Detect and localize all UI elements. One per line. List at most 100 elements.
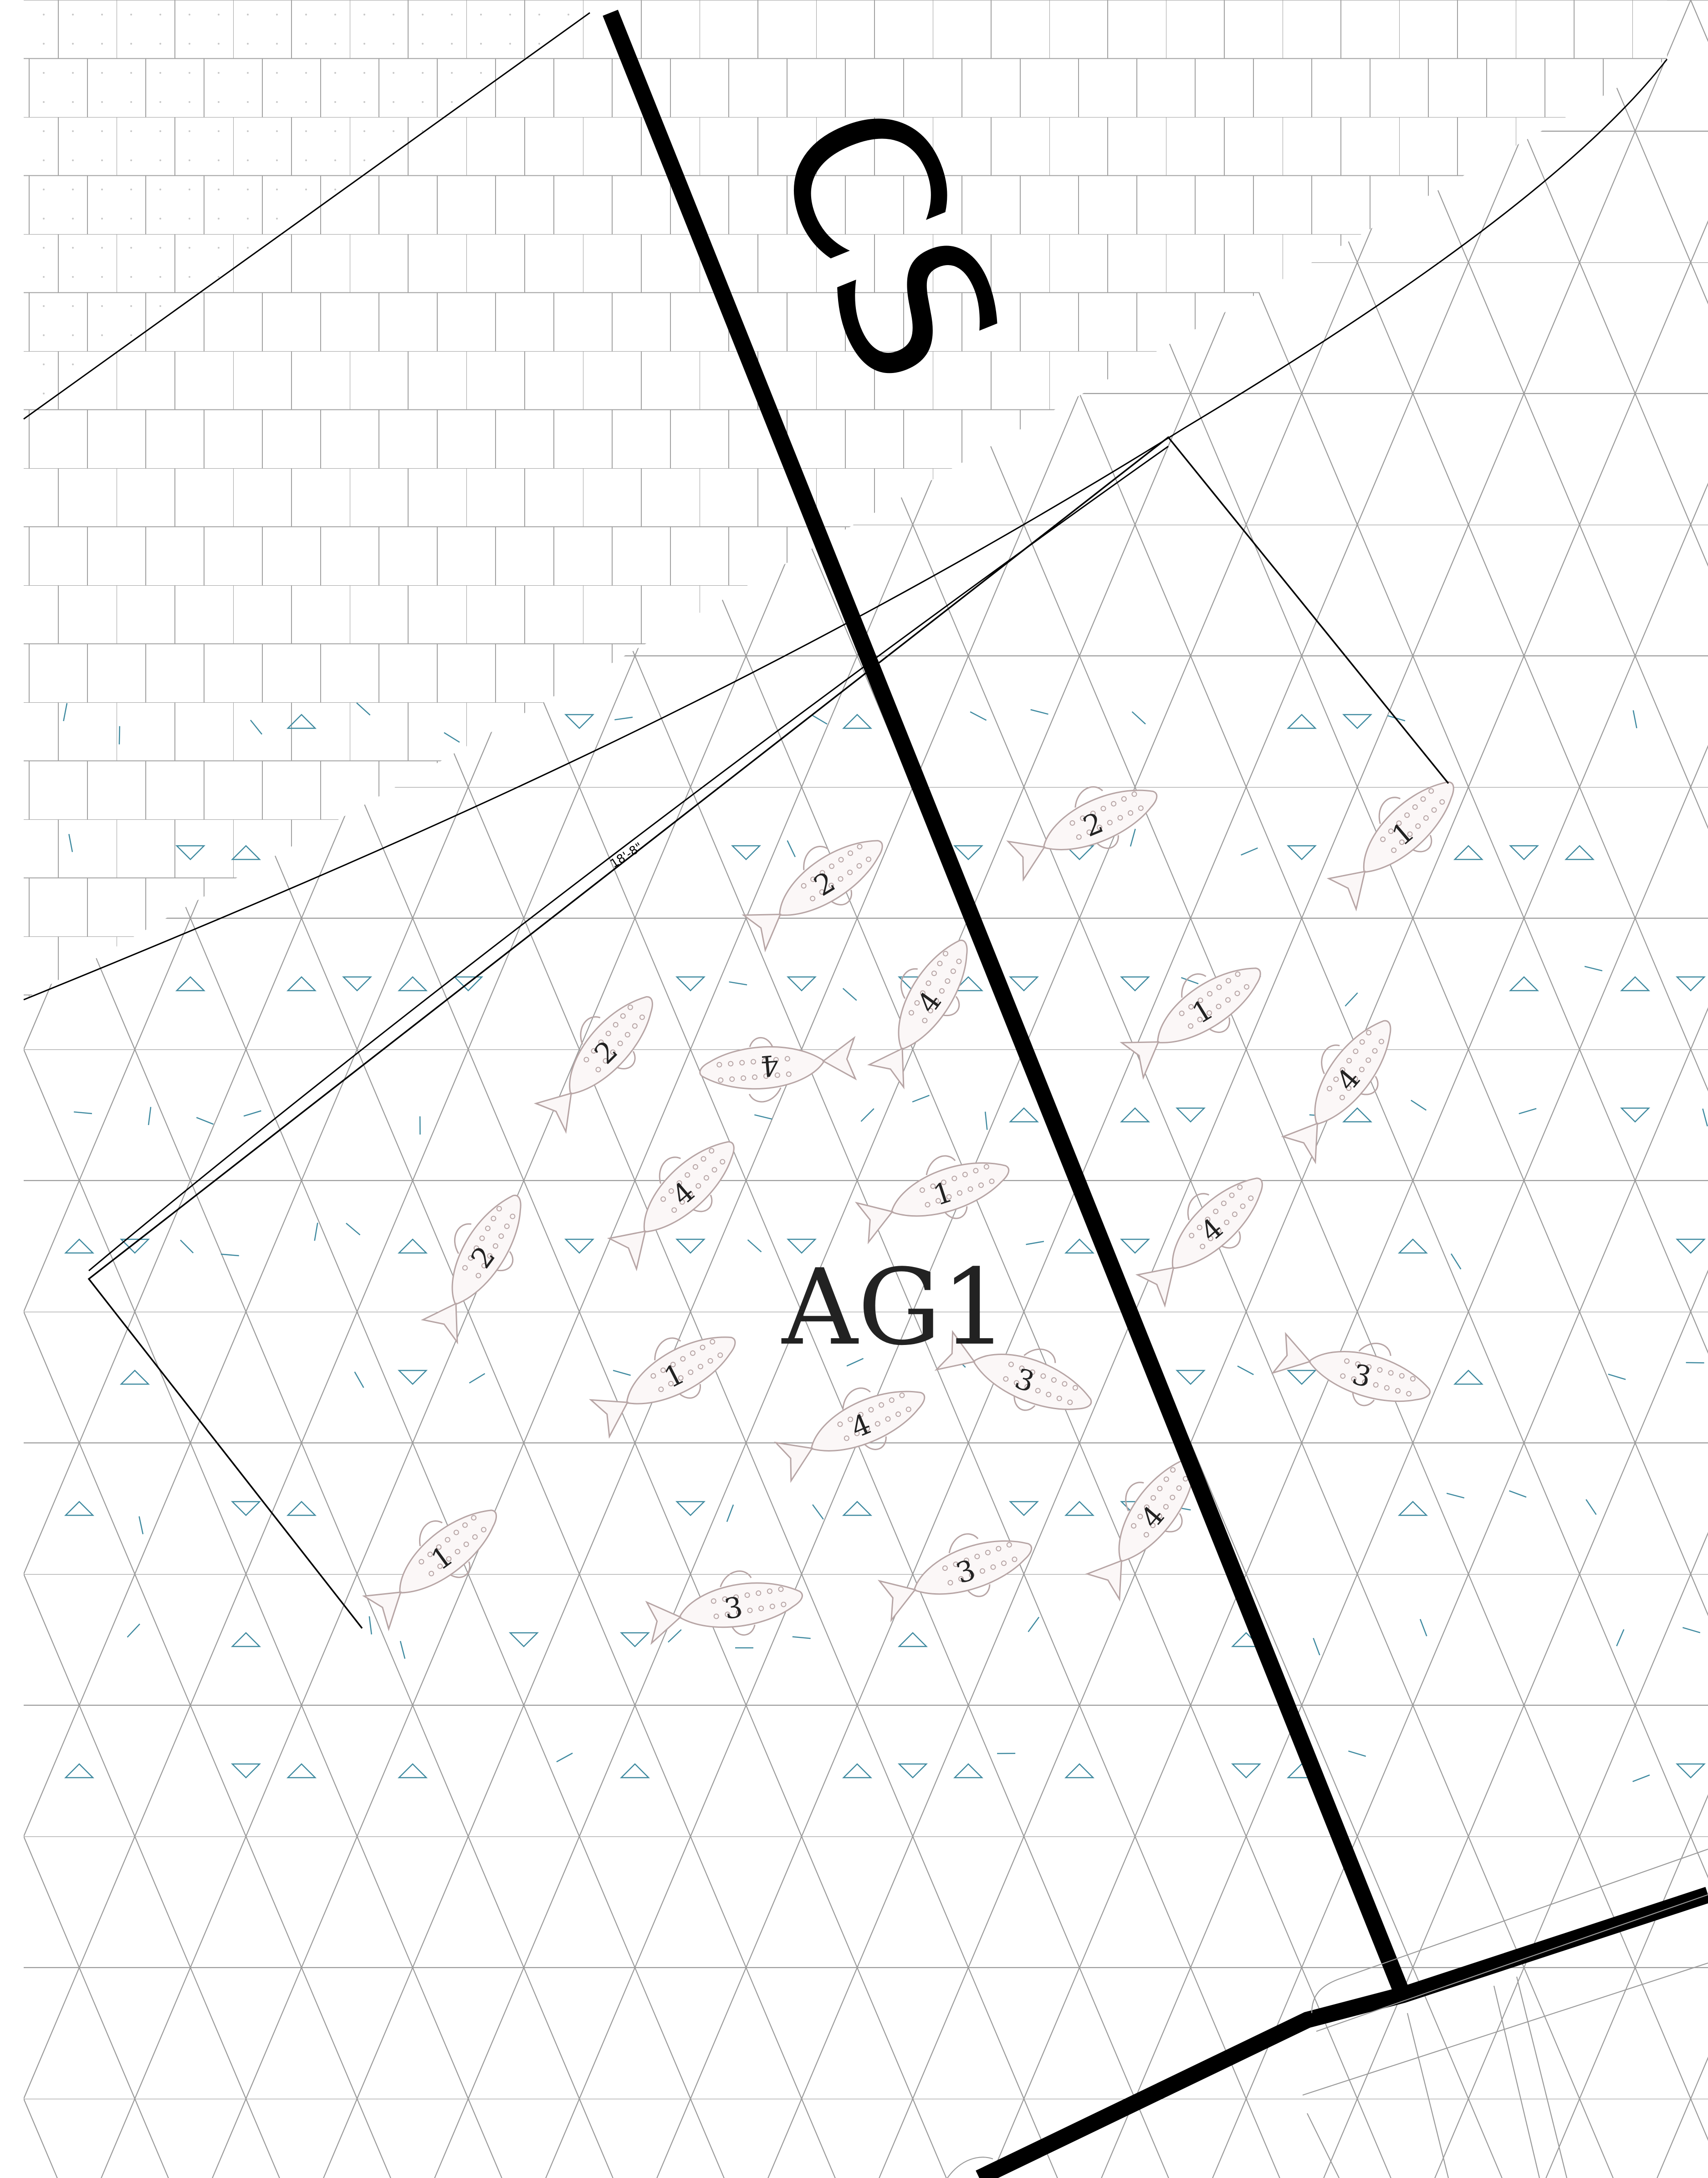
glass-dash-mark <box>63 703 68 721</box>
fish-scale <box>1366 1364 1372 1370</box>
area-label-ag1: AG1 <box>781 1247 1008 1369</box>
fish-scale <box>487 1253 493 1259</box>
fish-scale <box>751 1059 757 1065</box>
glass-triangle-mark <box>1675 1763 1706 1779</box>
fish-scale <box>1076 834 1082 840</box>
fish-scale <box>837 1421 843 1427</box>
fish-scale <box>1351 1376 1357 1382</box>
fish-figure <box>1281 1020 1391 1165</box>
fish-figure <box>589 1336 736 1439</box>
fish-tail <box>774 1442 813 1483</box>
fish-scale <box>703 1175 709 1181</box>
fish-figure <box>854 1155 1010 1245</box>
fish-scale <box>1353 1048 1359 1054</box>
fish-figure <box>607 1141 735 1272</box>
fish-fins <box>1125 1482 1183 1533</box>
fish-scale <box>498 1233 504 1239</box>
fish-scale <box>956 1190 962 1196</box>
fish-scale <box>752 1074 758 1080</box>
fish-fins <box>842 1387 887 1450</box>
main-lower-line <box>976 1887 1708 2178</box>
fish-scale <box>963 1557 969 1563</box>
glass-dash-mark <box>792 1636 811 1639</box>
fish-scale <box>504 1223 510 1229</box>
glass-dash-mark <box>1446 1493 1465 1499</box>
fish-scale <box>996 1546 1002 1552</box>
glass-triangle-mark <box>842 1763 873 1779</box>
fish-scale <box>1157 1486 1163 1492</box>
fish-body <box>1363 781 1454 873</box>
fish-figure <box>420 1195 522 1345</box>
fish-scale <box>1352 1076 1358 1082</box>
fish-tail <box>877 1580 916 1623</box>
fish-scale <box>931 971 937 977</box>
fish-scale <box>942 1565 948 1571</box>
fish-scale <box>1327 1086 1333 1092</box>
fish-tail <box>1006 840 1046 882</box>
fish-fins <box>1074 786 1119 849</box>
fish-scale <box>874 1421 880 1427</box>
fish-body <box>972 1354 1092 1410</box>
fish-scale <box>829 863 835 869</box>
fish-scale <box>1086 829 1092 835</box>
glass-triangle-mark <box>1286 1370 1317 1385</box>
fish-scale <box>1431 807 1437 813</box>
fish-body <box>399 1509 497 1594</box>
fish-scale <box>939 988 945 994</box>
glass-dash-mark <box>1616 1629 1625 1646</box>
fish-scale <box>1188 1023 1194 1029</box>
fish-scale <box>1205 1217 1211 1222</box>
fish-scale <box>857 844 863 849</box>
glass-dash-mark <box>74 1111 92 1115</box>
glass-triangle-mark <box>508 1632 539 1647</box>
fish-tail <box>362 1591 402 1631</box>
fish-scale <box>1340 1067 1345 1073</box>
fish-scale <box>1359 1067 1365 1073</box>
glass-triangle-mark <box>1620 976 1651 992</box>
fish-figure <box>1271 1332 1431 1406</box>
fish-tail <box>741 914 782 952</box>
fish-scale <box>1428 788 1434 794</box>
glass-dash-mark <box>1348 1750 1366 1757</box>
glass-dash-mark <box>1419 1619 1427 1636</box>
glass-triangle-mark <box>786 1238 817 1254</box>
fish-scale <box>462 1265 468 1271</box>
fish-scale <box>1224 1219 1230 1225</box>
fish-scale <box>725 1611 731 1617</box>
fish-scale <box>1373 1382 1379 1388</box>
fish-scale <box>1182 1476 1188 1482</box>
fish-scale <box>756 1590 762 1596</box>
glass-dash-mark <box>747 1239 762 1253</box>
fish-scale <box>720 1159 726 1165</box>
fish-scale <box>1339 1094 1345 1100</box>
fish-scale <box>958 1576 964 1582</box>
fish-scale <box>1128 810 1134 816</box>
glass-marks-layer <box>63 702 1708 1782</box>
fish-scale <box>1359 1039 1365 1045</box>
fish-scale <box>1197 1225 1202 1231</box>
fish-scale <box>711 1167 717 1173</box>
glass-dash-mark <box>860 1108 874 1122</box>
fish-scale <box>933 998 939 1004</box>
fish-scale <box>690 1350 695 1356</box>
glass-triangle-mark <box>119 1370 150 1385</box>
fish-fins <box>803 846 853 905</box>
fish-scale <box>436 1544 442 1550</box>
fish-scale <box>769 1604 775 1610</box>
glass-dash-mark <box>148 1107 152 1125</box>
fish-scale <box>967 1186 973 1192</box>
glass-dash-mark <box>846 1358 864 1367</box>
fish-tail <box>589 1399 629 1439</box>
fish-scale <box>687 1191 693 1197</box>
fish-scale <box>479 1235 485 1241</box>
fish-scale <box>1143 1532 1149 1538</box>
fish-body <box>678 1582 803 1628</box>
fish-scale <box>1391 847 1397 853</box>
fish-scale <box>1340 1373 1346 1379</box>
glass-triangle-mark <box>64 1238 95 1254</box>
glass-triangle-mark <box>230 845 261 860</box>
fish-scale <box>819 870 825 876</box>
glass-dash-mark <box>1608 1374 1626 1380</box>
glass-triangle-mark <box>342 976 373 992</box>
